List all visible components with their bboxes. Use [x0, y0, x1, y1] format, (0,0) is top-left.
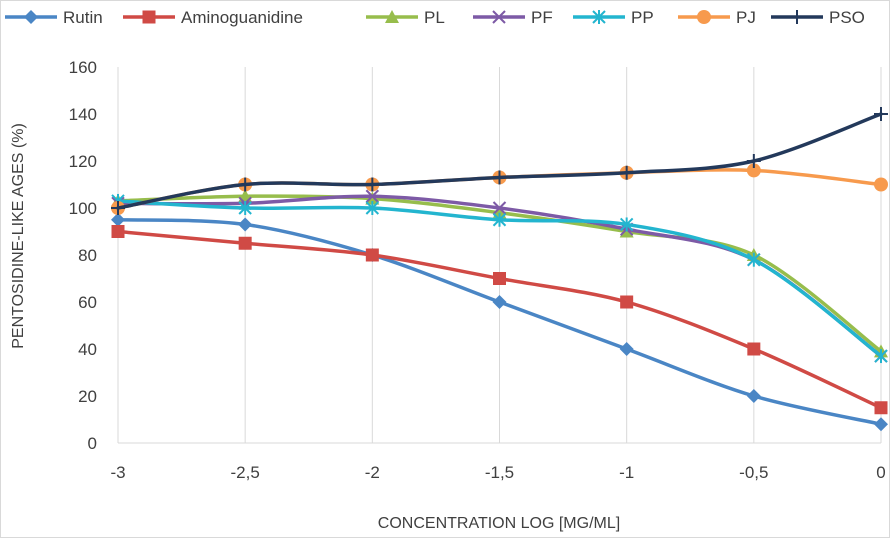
data-point-pso	[365, 177, 380, 192]
data-point-pp	[365, 201, 380, 215]
series-layer	[111, 107, 888, 432]
legend-marker	[142, 10, 156, 24]
data-point-rutin	[111, 212, 125, 227]
data-point-pp	[874, 349, 888, 364]
legend-item-pf: PF	[473, 8, 553, 27]
gridlines	[117, 67, 882, 443]
data-point-pso	[111, 201, 125, 215]
y-tick-label: 140	[69, 105, 97, 124]
data-point-pso	[619, 165, 634, 180]
legend-item-rutin: Rutin	[5, 8, 103, 27]
y-tick-label: 60	[78, 293, 97, 312]
y-tick-label: 160	[69, 58, 97, 77]
y-tick-label: 120	[69, 152, 97, 171]
data-point-pj	[746, 163, 761, 178]
series-pso	[111, 107, 888, 215]
data-point-pso	[492, 170, 507, 185]
series-aminoguanidine	[111, 225, 888, 415]
legend-marker	[592, 10, 606, 24]
legend-marker	[697, 10, 711, 24]
x-tick-label: 0	[876, 463, 885, 482]
data-point-pj	[874, 177, 888, 192]
legend-label: PSO	[829, 8, 865, 27]
legend-marker	[24, 10, 38, 24]
data-point-pp	[747, 252, 761, 267]
legend-marker	[790, 10, 804, 24]
data-point-rutin	[492, 295, 507, 309]
x-tick-label: -1	[619, 463, 634, 482]
x-tick-label: -2	[365, 463, 380, 482]
y-axis-title: PENTOSIDINE-LIKE AGES (%)	[10, 123, 27, 349]
data-point-aminoguanidine	[620, 295, 634, 309]
x-tick-label: -0,5	[739, 463, 768, 482]
legend-label: PP	[631, 8, 654, 27]
x-tick-label: -2,5	[231, 463, 260, 482]
legend-item-pp: PP	[573, 8, 654, 27]
data-point-pp	[619, 217, 634, 232]
data-point-aminoguanidine	[874, 401, 888, 415]
data-point-pl	[365, 191, 380, 205]
legend-label: Aminoguanidine	[181, 8, 303, 27]
y-tick-label: 0	[88, 434, 97, 453]
data-point-rutin	[619, 342, 634, 356]
x-axis-title: CONCENTRATION LOG [MG/ML]	[378, 515, 620, 532]
legend-item-aminoguanidine: Aminoguanidine	[123, 8, 303, 27]
data-point-rutin	[238, 217, 253, 232]
legend-marker	[385, 10, 399, 23]
data-point-pso	[746, 154, 761, 168]
data-point-pf	[492, 201, 507, 215]
data-point-aminoguanidine	[493, 272, 506, 285]
data-point-pp	[238, 201, 252, 215]
legend: Rutin Aminoguanidine PL PF PP PJ PSO	[5, 8, 865, 27]
legend-marker	[492, 10, 506, 24]
legend-item-pj: PJ	[678, 8, 756, 27]
legend-item-pl: PL	[366, 8, 445, 27]
data-point-aminoguanidine	[111, 225, 125, 238]
y-tick-label: 40	[78, 340, 97, 359]
data-point-aminoguanidine	[365, 248, 379, 262]
legend-item-pso: PSO	[771, 8, 865, 27]
legend-label: PL	[424, 8, 445, 27]
data-point-pp	[492, 212, 507, 227]
data-point-rutin	[874, 417, 888, 432]
x-tick-label: -1,5	[485, 463, 514, 482]
data-point-pf	[365, 189, 380, 203]
data-point-pso	[238, 177, 253, 192]
data-point-aminoguanidine	[747, 342, 761, 356]
data-point-pso	[874, 107, 888, 121]
y-tick-label: 20	[78, 387, 97, 406]
y-tick-label: 100	[69, 199, 97, 218]
legend-label: Rutin	[63, 8, 103, 27]
axes: -3 -2,5 -2 -1,5 -1 -0,5 0 0 20 40 60 80 100 120 140 160	[69, 58, 886, 482]
data-point-aminoguanidine	[238, 236, 252, 250]
x-tick-label: -3	[110, 463, 125, 482]
y-tick-label: 80	[78, 246, 97, 265]
legend-label: PJ	[736, 8, 756, 27]
legend-label: PF	[531, 8, 553, 27]
data-point-rutin	[746, 389, 761, 403]
